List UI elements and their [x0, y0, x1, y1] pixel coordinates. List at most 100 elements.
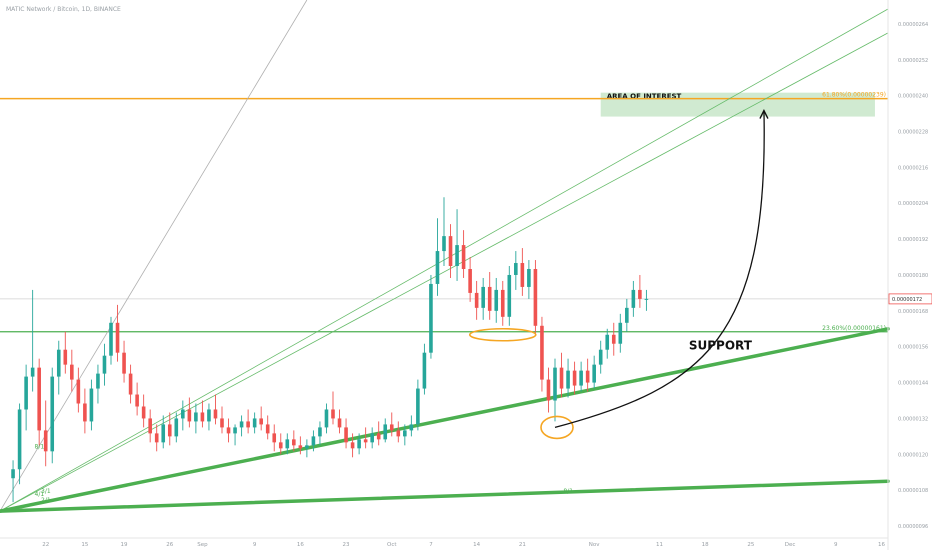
candle-body — [383, 424, 388, 440]
candle-body — [357, 439, 361, 449]
price-tick-label: 0.00000096 — [898, 524, 928, 530]
projection-arrow — [554, 110, 765, 429]
current-price-label: 0.00000172 — [892, 297, 922, 303]
candle-body — [507, 274, 512, 317]
time-tick-label: 14 — [473, 542, 480, 548]
price-tick-label: 0.00000228 — [898, 130, 928, 136]
time-tick-label: 16 — [297, 542, 304, 548]
candle-body — [63, 349, 68, 365]
time-tick-label: 18 — [702, 542, 709, 548]
candle-body — [350, 442, 355, 449]
time-tick-label: 21 — [519, 542, 526, 548]
candle-body — [396, 430, 401, 437]
candle-body — [416, 388, 420, 425]
price-tick-label: 0.00000156 — [898, 345, 928, 351]
price-tick-label: 0.00000180 — [898, 273, 928, 279]
candle-body — [409, 424, 414, 431]
candle-body — [461, 245, 466, 269]
price-tick-label: 0.00000216 — [898, 165, 928, 171]
candle-body — [96, 373, 100, 389]
candle-body — [11, 469, 15, 479]
candle-body — [527, 269, 531, 287]
candle-body — [259, 418, 263, 425]
candle-body — [631, 289, 636, 308]
price-tick-label: 0.00000132 — [898, 416, 928, 422]
candle-body — [200, 412, 205, 422]
candle-body — [324, 409, 329, 428]
candle-body — [233, 427, 237, 434]
candle-body — [579, 370, 583, 386]
candle-body — [207, 409, 211, 422]
candle-body — [455, 245, 459, 267]
price-tick-label: 0.00000144 — [898, 381, 928, 387]
candle-body — [43, 430, 48, 452]
candle-body — [611, 334, 616, 344]
candle-body — [115, 322, 120, 353]
time-tick-label: 7 — [429, 542, 433, 548]
candle-body — [500, 289, 505, 317]
price-tick-label: 0.00000120 — [898, 452, 928, 458]
area-of-interest-label: AREA OF INTEREST — [607, 93, 682, 101]
candle-body — [598, 349, 603, 365]
candle-body — [174, 418, 179, 437]
candle-body — [161, 424, 166, 443]
support-trendline — [0, 479, 890, 513]
candle-body — [533, 269, 538, 326]
fan-angle-label: 2/1 — [41, 497, 51, 504]
fan-angle-label: 8/1 — [563, 488, 573, 495]
candle-body — [135, 394, 139, 407]
candle-body — [109, 322, 113, 356]
candle-body — [226, 427, 231, 434]
candle-body — [376, 433, 381, 440]
candle-body — [494, 289, 499, 311]
candle-body — [618, 322, 623, 344]
candle-body — [481, 286, 485, 308]
candle-body — [292, 439, 296, 446]
candle-body — [514, 263, 518, 275]
fib-level-label: 23.60%(0.00000161) — [822, 325, 886, 332]
candle-body — [311, 436, 316, 446]
price-tick-label: 0.00000240 — [898, 94, 928, 100]
fan-angle-label: 8/1 — [35, 443, 45, 450]
candle-body — [278, 442, 283, 449]
chart-header-title: MATIC Network / Bitcoin, 1D, BINANCE — [6, 6, 121, 13]
candle-body — [181, 409, 185, 419]
candle-body — [605, 334, 610, 350]
time-tick-label: 15 — [81, 542, 88, 548]
candle-body — [520, 263, 525, 287]
fan-line — [0, 32, 889, 512]
time-tick-label: 25 — [747, 542, 754, 548]
candle-body — [220, 418, 224, 428]
candle-body — [487, 286, 492, 311]
candle-body — [363, 439, 368, 443]
candle-body — [592, 364, 596, 383]
candle-body — [17, 409, 22, 470]
time-tick-label: 9 — [834, 542, 838, 548]
candle-body — [435, 251, 440, 284]
time-tick-label: 9 — [253, 542, 257, 548]
candle-body — [566, 370, 570, 389]
candle-body — [76, 379, 81, 404]
candle-body — [246, 421, 250, 428]
candle-body — [638, 289, 642, 299]
candle-body — [239, 421, 244, 428]
candle-body — [546, 379, 551, 401]
time-tick-label: 26 — [166, 542, 173, 548]
candle-body — [422, 352, 427, 389]
candle-body — [83, 403, 87, 422]
candle-body — [644, 298, 649, 300]
time-tick-label: Sep — [197, 542, 208, 548]
candle-body — [213, 409, 218, 419]
candle-body — [30, 367, 35, 377]
highlight-ellipse — [468, 327, 537, 342]
candle-body — [56, 349, 61, 377]
candle-body — [167, 424, 172, 437]
candle-body — [442, 236, 446, 252]
candle-body — [194, 412, 198, 422]
time-tick-label: 16 — [878, 542, 885, 548]
candle-body — [331, 409, 335, 419]
candle-body — [474, 292, 479, 308]
candle-body — [389, 424, 394, 431]
candle-body — [285, 439, 290, 449]
